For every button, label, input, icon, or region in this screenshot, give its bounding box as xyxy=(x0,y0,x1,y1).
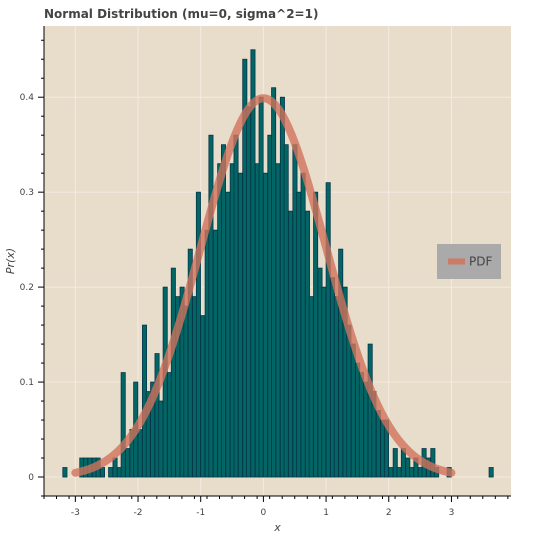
histogram-bar xyxy=(321,286,327,478)
histogram-bar xyxy=(409,467,415,478)
histogram-bar xyxy=(195,191,201,478)
histogram-bar xyxy=(308,296,314,478)
histogram-bar xyxy=(120,372,126,478)
legend-box xyxy=(437,244,501,279)
histogram-bar xyxy=(275,163,281,478)
x-tick-label: 2 xyxy=(386,508,392,518)
histogram-bar xyxy=(225,191,231,478)
histogram-bar xyxy=(100,467,105,478)
histogram-bar xyxy=(313,191,319,478)
histogram-bar xyxy=(220,144,226,478)
histogram-bar xyxy=(350,343,356,478)
histogram-bar xyxy=(296,191,302,478)
y-tick-label: 0.1 xyxy=(20,378,34,388)
legend-label-pdf: PDF xyxy=(469,255,492,269)
histogram-bar xyxy=(125,448,131,478)
histogram-bar xyxy=(396,467,402,478)
histogram-bar xyxy=(258,96,264,478)
histogram-bar xyxy=(392,448,398,478)
histogram-bar xyxy=(233,134,239,478)
chart-title: Normal Distribution (mu=0, sigma^2=1) xyxy=(44,7,318,21)
histogram-bar xyxy=(112,457,118,478)
axes: -3 -2 -1 0 1 2 3 0 0.1 0.2 0.3 0.4 xyxy=(20,26,511,518)
histogram-bar xyxy=(62,467,68,478)
y-axis-label: Pr(x) xyxy=(4,248,17,274)
histogram-bar xyxy=(108,467,114,478)
histogram-bar xyxy=(288,210,294,478)
x-tick-label: 0 xyxy=(261,508,267,518)
histogram-bar xyxy=(162,286,168,478)
histogram-bar xyxy=(212,229,218,478)
y-tick-label: 0.2 xyxy=(20,283,34,293)
histogram-bar xyxy=(237,172,243,478)
histogram-bar xyxy=(262,172,268,478)
histogram-bar xyxy=(283,144,289,478)
x-tick-label: -1 xyxy=(196,508,205,518)
histogram-bar xyxy=(333,296,339,478)
x-tick-label: 1 xyxy=(323,508,329,518)
histogram-bar xyxy=(250,49,256,478)
histogram-bar xyxy=(325,182,331,478)
histogram-bar xyxy=(271,87,277,478)
histogram-bar xyxy=(375,410,381,478)
x-tick-label: -3 xyxy=(71,508,80,518)
histogram-bar xyxy=(358,372,364,478)
y-tick-label: 0.3 xyxy=(20,188,34,198)
histogram-bar xyxy=(300,172,306,478)
legend: PDF xyxy=(437,244,501,279)
histogram-bar xyxy=(346,324,352,478)
x-tick-label: -2 xyxy=(134,508,143,518)
y-tick-label: 0.4 xyxy=(20,93,35,103)
x-axis-label: x xyxy=(273,521,281,534)
histogram-bar xyxy=(208,134,214,478)
histogram-bar xyxy=(363,381,369,478)
histogram-bar xyxy=(183,305,189,478)
histogram-bar xyxy=(246,106,252,478)
histogram-bar xyxy=(200,315,206,478)
histogram-bar xyxy=(158,400,164,478)
histogram-bar xyxy=(488,467,494,478)
pdf-curve-layer xyxy=(71,94,456,477)
histogram-bar xyxy=(137,429,143,478)
x-tick-label: 3 xyxy=(449,508,455,518)
pdf-curve xyxy=(71,94,456,477)
histogram-bar xyxy=(170,267,176,478)
histogram-bar xyxy=(388,467,394,478)
y-tick-label: 0 xyxy=(28,473,34,483)
